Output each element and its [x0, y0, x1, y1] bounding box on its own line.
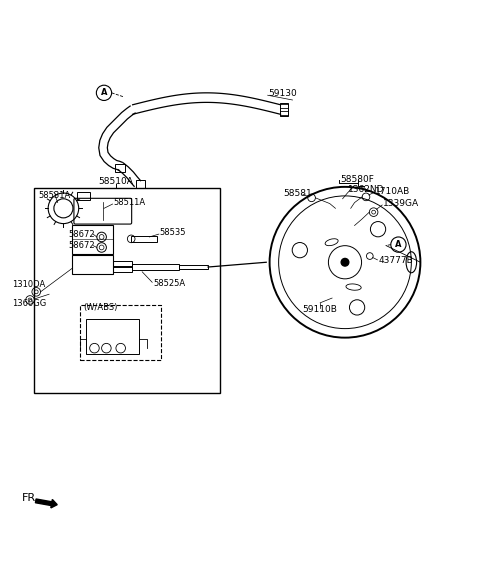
Text: 58510A: 58510A [98, 177, 133, 186]
Bar [113, 261, 132, 265]
Circle shape [341, 258, 349, 266]
Text: 1362ND: 1362ND [348, 185, 384, 194]
Text: 1360GG: 1360GG [12, 299, 46, 308]
Text: 1339GA: 1339GA [383, 199, 420, 208]
Bar [180, 265, 208, 269]
Text: 58580F: 58580F [340, 175, 374, 184]
Text: 58525A: 58525A [153, 279, 185, 288]
Bar [72, 224, 113, 254]
Bar [132, 264, 180, 271]
Text: 58581: 58581 [283, 189, 312, 197]
FancyArrow shape [36, 499, 57, 508]
Text: A: A [395, 240, 402, 249]
Text: 1710AB: 1710AB [374, 186, 410, 196]
Bar [77, 192, 90, 200]
Text: A: A [101, 88, 107, 98]
Text: 59130: 59130 [269, 89, 298, 98]
Text: 1310DA: 1310DA [12, 280, 45, 289]
Bar [86, 319, 139, 354]
Bar [280, 103, 288, 116]
Bar [113, 267, 132, 272]
Text: 58531A: 58531A [38, 191, 71, 200]
Text: FR.: FR. [22, 493, 39, 503]
Text: 59110B: 59110B [302, 305, 337, 314]
Bar [131, 236, 157, 242]
Text: (W/ABS): (W/ABS) [83, 303, 118, 312]
Text: 58511A: 58511A [114, 198, 145, 207]
Bar [72, 255, 113, 274]
Bar [136, 179, 144, 188]
Text: 43777B: 43777B [378, 256, 413, 265]
Bar [80, 305, 161, 360]
Bar [115, 164, 124, 171]
Bar [34, 188, 220, 394]
Text: 58672: 58672 [68, 230, 95, 239]
Text: 58672: 58672 [68, 241, 95, 250]
Text: 58535: 58535 [160, 228, 186, 237]
